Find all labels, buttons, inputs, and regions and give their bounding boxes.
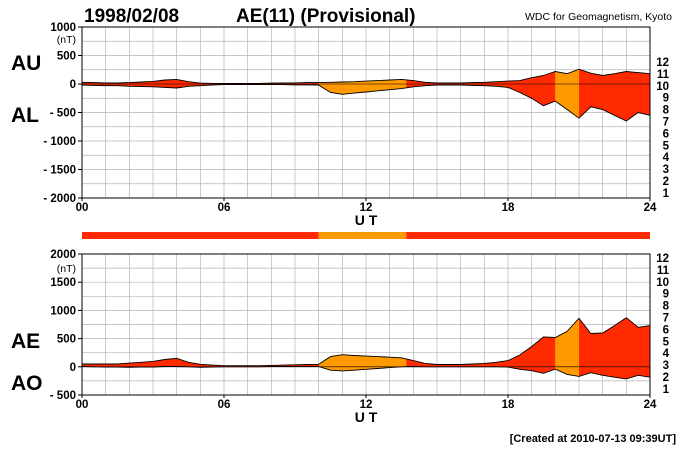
left-label-au: AU: [11, 52, 41, 75]
x-tick-label: 18: [502, 202, 515, 214]
level-label-5: 5: [663, 140, 670, 152]
station-status-bar: [82, 232, 650, 239]
series-line-AL: [81, 84, 651, 122]
level-label-8: 8: [663, 301, 670, 313]
level-label-7: 7: [663, 117, 669, 129]
created-timestamp: [Created at 2010-07-13 09:39UT]: [510, 433, 677, 445]
y-tick-label: 0: [70, 79, 76, 91]
y-tick-label: 500: [57, 51, 76, 63]
fill-segment-4: [579, 317, 650, 379]
level-label-12: 12: [656, 57, 669, 69]
grid: [82, 27, 650, 198]
status-segment: [406, 232, 650, 239]
ae-ao-panel: 2000 1500 1000 500 0 - 500 (nT) 00 06 12 18 24 U T AE…: [11, 249, 657, 425]
x-tick-label: 06: [218, 399, 231, 411]
y-tick-label: - 500: [50, 390, 76, 402]
level-label-10: 10: [656, 277, 669, 289]
level-label-1: 1: [663, 188, 670, 200]
series-line-AU: [81, 68, 651, 84]
y-unit-label: (nT): [57, 263, 76, 275]
status-segment: [82, 232, 319, 239]
level-label-8: 8: [663, 105, 670, 117]
left-label-al: AL: [11, 104, 39, 127]
level-label-4: 4: [663, 348, 670, 360]
fill-segment-3: [555, 69, 579, 119]
level-label-9: 9: [663, 93, 669, 105]
y-tick-label: 1000: [50, 22, 76, 34]
x-tick-label: 06: [218, 202, 231, 214]
x-tick-label: 00: [76, 399, 89, 411]
level-label-12: 12: [656, 253, 669, 265]
y-unit-label: (nT): [57, 34, 76, 46]
y-tick-label: - 500: [50, 108, 76, 120]
level-label-7: 7: [663, 313, 669, 325]
x-tick-label: 12: [360, 202, 373, 214]
x-tick-label: 24: [644, 202, 657, 214]
grid: [82, 254, 650, 395]
source-label: WDC for Geomagnetism, Kyoto: [525, 11, 672, 23]
level-label-5: 5: [663, 336, 670, 348]
level-label-2: 2: [663, 372, 669, 384]
index-title: AE(11) (Provisional): [236, 6, 416, 27]
x-axis-label: U T: [355, 212, 378, 228]
fill-segment-0: [82, 358, 319, 368]
level-label-4: 4: [663, 152, 670, 164]
fill-segment-2: [406, 336, 556, 374]
level-label-6: 6: [663, 324, 669, 336]
level-label-6: 6: [663, 128, 669, 140]
status-segment: [318, 232, 407, 239]
left-label-ao: AO: [11, 372, 43, 395]
level-label-11: 11: [657, 69, 670, 81]
y-tick-label: 0: [70, 362, 76, 374]
au-al-panel: 1000 500 0 - 500 - 1000 - 1500 - 2000 (nT) 00 06 1…: [11, 22, 657, 228]
x-tick-label: 18: [502, 399, 515, 411]
level-label-2: 2: [663, 176, 669, 188]
y-tick-label: 500: [57, 334, 76, 346]
x-tick-label: 24: [644, 399, 657, 411]
fill-segment-2: [406, 71, 556, 106]
series-line-AE: [82, 317, 651, 367]
level-label-11: 11: [657, 265, 670, 277]
y-tick-label: - 1000: [43, 136, 76, 148]
fill-segment-1: [318, 79, 407, 95]
x-axis-label: U T: [355, 409, 378, 425]
y-tick-label: - 2000: [43, 193, 76, 205]
level-label-10: 10: [656, 81, 669, 93]
x-tick-label: 00: [76, 202, 89, 214]
left-label-ae: AE: [11, 330, 40, 353]
y-tick-label: 1000: [50, 305, 76, 317]
y-tick-label: 1500: [50, 277, 76, 289]
fill-segment-3: [555, 318, 579, 377]
level-label-1: 1: [663, 384, 670, 396]
level-label-3: 3: [663, 360, 669, 372]
date-title: 1998/02/08: [84, 6, 179, 27]
x-tick-label: 12: [360, 399, 373, 411]
level-label-3: 3: [663, 164, 669, 176]
y-tick-label: 2000: [50, 249, 76, 261]
y-tick-label: - 1500: [43, 165, 76, 177]
level-label-9: 9: [663, 289, 669, 301]
